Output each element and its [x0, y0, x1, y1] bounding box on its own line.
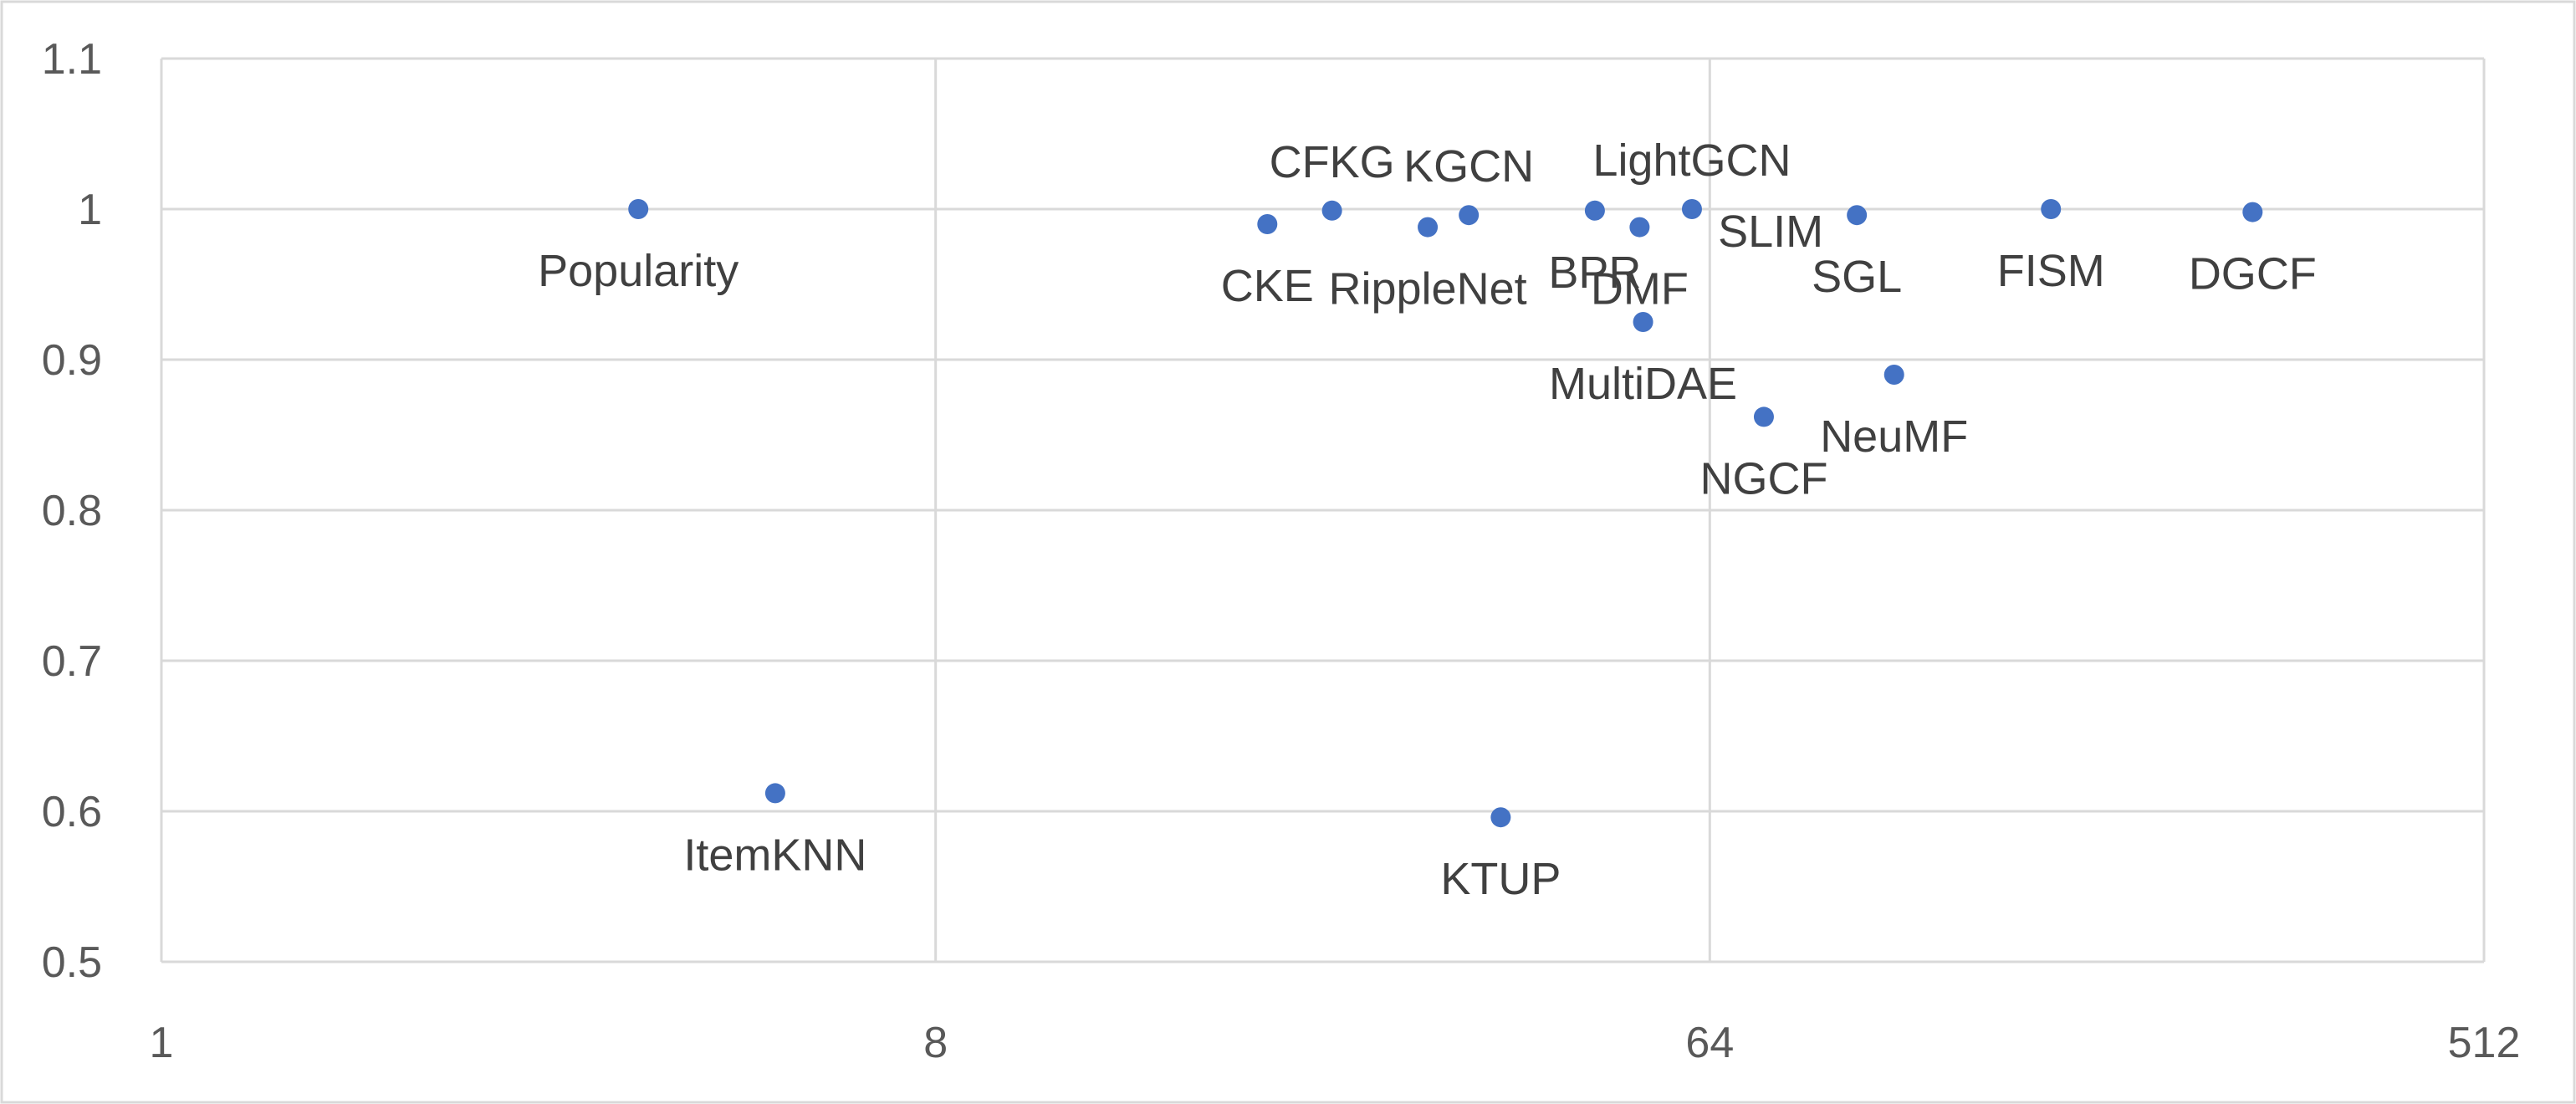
- data-label: ItemKNN: [683, 830, 866, 880]
- x-tick-label: 64: [1685, 1019, 1734, 1067]
- data-labels: Popularity ItemKNN CKE CFKG RippleNet KGCN KTU…: [538, 135, 2317, 904]
- y-tick-label: 0.9: [42, 336, 102, 385]
- y-tick-label: 0.6: [42, 788, 102, 836]
- data-label: SGL: [1812, 252, 1902, 302]
- y-tick-label: 1.1: [42, 35, 102, 84]
- data-point: [1681, 199, 1702, 219]
- data-label: LightGCN: [1592, 135, 1791, 186]
- y-tick-label: 0.5: [42, 938, 102, 987]
- data-label: MultiDAE: [1549, 359, 1737, 409]
- data-point: [1847, 205, 1868, 226]
- data-point: [1633, 312, 1653, 332]
- data-label: Popularity: [538, 246, 739, 296]
- data-label: RippleNet: [1328, 264, 1526, 314]
- data-point: [1629, 217, 1650, 238]
- data-label: DGCF: [2189, 249, 2317, 299]
- data-point: [2041, 199, 2062, 219]
- y-tick-label: 0.8: [42, 487, 102, 535]
- data-label: DMF: [1591, 264, 1689, 314]
- data-label: FISM: [1997, 246, 2105, 296]
- data-label: KTUP: [1440, 854, 1561, 904]
- x-tick-label: 8: [923, 1019, 948, 1067]
- data-point: [1321, 200, 1342, 221]
- data-point: [2242, 202, 2263, 222]
- data-label: BPR: [1548, 248, 1641, 298]
- data-point: [1257, 214, 1278, 234]
- data-points: [628, 199, 2263, 828]
- data-label: SLIM: [1718, 207, 1823, 257]
- data-point: [1490, 807, 1511, 828]
- y-tick-label: 1: [78, 186, 102, 234]
- data-label: KGCN: [1403, 141, 1534, 192]
- x-tick-label: 512: [2448, 1019, 2521, 1067]
- data-point: [1584, 200, 1605, 221]
- data-label: CFKG: [1270, 137, 1395, 187]
- data-label: NGCF: [1699, 453, 1827, 503]
- data-label: CKE: [1221, 261, 1314, 311]
- y-tick-label: 0.7: [42, 637, 102, 686]
- data-label: NeuMF: [1820, 411, 1968, 462]
- data-point: [764, 783, 785, 804]
- data-point: [1883, 365, 1904, 385]
- data-point: [1459, 205, 1480, 226]
- axis-tick-labels: 0.5 0.6 0.7 0.8 0.9 1 1.1 1 8 64 512: [42, 35, 2521, 1067]
- data-point: [1753, 406, 1774, 427]
- data-point: [628, 199, 649, 219]
- x-tick-label: 1: [150, 1019, 174, 1067]
- data-point: [1418, 217, 1439, 238]
